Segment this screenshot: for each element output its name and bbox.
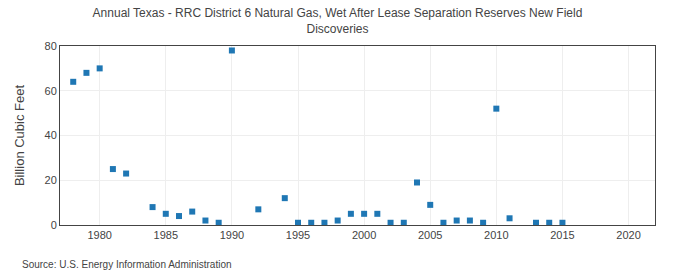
svg-text:2005: 2005 (418, 229, 442, 241)
svg-text:1990: 1990 (220, 229, 244, 241)
svg-text:Annual Texas - RRC District 6: Annual Texas - RRC District 6 Natural Ga… (93, 6, 583, 36)
svg-text:1985: 1985 (154, 229, 178, 241)
svg-text:60: 60 (45, 85, 57, 97)
svg-text:1980: 1980 (87, 229, 111, 241)
svg-text:Billion Cubic Feet: Billion Cubic Feet (12, 85, 27, 187)
svg-text:2010: 2010 (484, 229, 508, 241)
svg-text:1995: 1995 (286, 229, 310, 241)
svg-text:20: 20 (45, 174, 57, 186)
svg-text:0: 0 (51, 219, 57, 231)
svg-text:2015: 2015 (550, 229, 574, 241)
svg-text:80: 80 (45, 40, 57, 52)
svg-text:2000: 2000 (352, 229, 376, 241)
svg-text:40: 40 (45, 129, 57, 141)
svg-text:Source: U.S. Energy Informatio: Source: U.S. Energy Information Administ… (22, 259, 232, 270)
svg-text:2020: 2020 (616, 229, 640, 241)
